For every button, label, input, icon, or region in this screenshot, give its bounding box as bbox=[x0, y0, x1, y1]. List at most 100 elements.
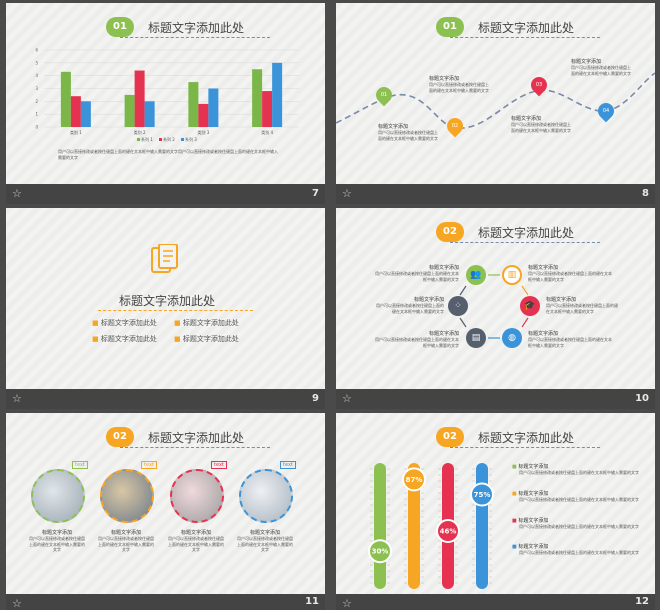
agenda-item[interactable]: ■ 标题文字添加此处 bbox=[174, 334, 239, 344]
timeline-pin-04[interactable]: 04 bbox=[594, 99, 618, 123]
agenda-item[interactable]: ■ 标题文字添加此处 bbox=[92, 334, 157, 344]
slide-8[interactable]: 01 标题文字添加此处 01 02 03 04 标题文字添加 用户可以直接修改或… bbox=[336, 3, 655, 184]
photo-card-3[interactable] bbox=[170, 469, 224, 523]
photo-text-3: 标题文字添加 用户可以直接修改或者按住键盘上面的键在文本框中输入需要的文字 bbox=[167, 529, 225, 553]
cycle-node-graduation[interactable]: 🎓 bbox=[520, 296, 540, 316]
book-icon: ▤ bbox=[471, 333, 481, 343]
item-title: 标题文字添加 bbox=[518, 491, 549, 497]
section-title: 标题文字添加此处 bbox=[119, 294, 216, 308]
slide-10[interactable]: 02 标题文字添加此处 👥 ▥ 🎓 ◍ ▤ ⁘ 标题文字添加 用户可以直接修改或… bbox=[336, 208, 655, 389]
item-body: 用户可以直接修改或者按住键盘上面的键在文本框中输入需要的文字 bbox=[237, 536, 293, 552]
progress-label: 75% bbox=[474, 491, 491, 499]
timeline-text-2: 标题文字添加 用户可以直接修改或者按住键盘上面的键在文本框中输入需要的文字 bbox=[378, 123, 438, 141]
slide-11[interactable]: 02 标题文字添加此处 text text text text 标题文字添加 用… bbox=[6, 413, 325, 594]
chart-caption: 用户可以直接修改或者按住键盘上面的键在文本框中输入需要的文字用户可以直接修改或者… bbox=[58, 149, 278, 160]
globe-icon: ◍ bbox=[508, 333, 516, 343]
item-body: 用户可以直接修改或者按住键盘上面的键在文本框中输入需要的文字 bbox=[168, 536, 224, 552]
x-tick-label: 类别 4 bbox=[261, 129, 273, 135]
star-icon[interactable]: ☆ bbox=[12, 597, 22, 610]
photo-card-1[interactable] bbox=[31, 469, 85, 523]
bar bbox=[80, 101, 91, 127]
slide-footer: ☆ 7 bbox=[6, 184, 325, 204]
legend-swatch: ■ bbox=[512, 544, 517, 550]
progress-track bbox=[374, 463, 386, 589]
progress-bars: 30% 87% 46% 75% bbox=[368, 463, 494, 589]
slide-12[interactable]: 02 标题文字添加此处 30% 87% 46% 75% ■ 标题文字添加 用户可以直接… bbox=[336, 413, 655, 594]
slide-number: 9 bbox=[312, 393, 319, 404]
document-icon bbox=[151, 244, 178, 273]
progress-track bbox=[476, 463, 488, 589]
legend-swatch bbox=[159, 138, 162, 141]
photo-card-2[interactable] bbox=[100, 469, 154, 523]
star-icon[interactable]: ☆ bbox=[342, 392, 352, 405]
cycle-text-right-1: 标题文字添加 用户可以直接修改或者按住键盘上面的键在文本框中输入需要的文字 bbox=[528, 264, 613, 282]
legend-item-4: ■ 标题文字添加 用户可以直接修改或者按住键盘上面的键在文本框中输入需要的文字 bbox=[512, 543, 647, 556]
cycle-text-right-3: 标题文字添加 用户可以直接修改或者按住键盘上面的键在文本框中输入需要的文字 bbox=[528, 330, 613, 348]
users-icon: 👥 bbox=[470, 270, 482, 280]
legend-swatch: ■ bbox=[512, 464, 517, 470]
item-title: 标题文字添加 bbox=[428, 265, 459, 271]
legend-item-1: ■ 标题文字添加 用户可以直接修改或者按住键盘上面的键在文本框中输入需要的文字 bbox=[512, 463, 647, 476]
star-icon[interactable]: ☆ bbox=[342, 597, 352, 610]
slide-9[interactable]: 标题文字添加此处 ■ 标题文字添加此处 ■ 标题文字添加此处 ■ 标题文字添加此… bbox=[6, 208, 325, 389]
item-title: 标题文字添加 bbox=[413, 297, 444, 303]
item-body: 用户可以直接修改或者按住键盘上面的键在文本框中输入需要的文字 bbox=[571, 65, 631, 76]
slide-number: 8 bbox=[642, 188, 649, 199]
title-underline bbox=[450, 37, 600, 38]
title-underline bbox=[120, 447, 270, 448]
item-body: 用户可以直接修改或者按住键盘上面的键在文本框中输入需要的文字 bbox=[429, 82, 489, 93]
progress-knob[interactable] bbox=[368, 539, 392, 564]
agenda-label: 标题文字添加此处 bbox=[100, 335, 157, 343]
progress-knob[interactable] bbox=[470, 482, 494, 507]
y-tick-label: 3 bbox=[35, 86, 38, 91]
section-badge: 01 bbox=[436, 17, 464, 37]
bar bbox=[70, 96, 81, 127]
photo-card-4[interactable] bbox=[239, 469, 293, 523]
star-icon[interactable]: ☆ bbox=[12, 187, 22, 200]
cycle-text-left-3: 标题文字添加 用户可以直接修改或者按住键盘上面的键在文本框中输入需要的文字 bbox=[374, 330, 459, 348]
cycle-text-left-2: 标题文字添加 用户可以直接修改或者按住键盘上面的键在文本框中输入需要的文字 bbox=[374, 296, 444, 314]
progress-knob[interactable] bbox=[436, 519, 460, 544]
y-tick-label: 6 bbox=[35, 48, 38, 53]
legend-swatch bbox=[181, 138, 184, 141]
cycle-node-chart[interactable]: ▥ bbox=[502, 265, 522, 285]
bullet-icon: ■ bbox=[174, 335, 181, 343]
agenda-item[interactable]: ■ 标题文字添加此处 bbox=[174, 318, 239, 328]
timeline-pin-03[interactable]: 03 bbox=[527, 73, 551, 97]
section-badge: 02 bbox=[436, 427, 464, 447]
cycle-text-left-1: 标题文字添加 用户可以直接修改或者按住键盘上面的键在文本框中输入需要的文字 bbox=[374, 264, 459, 282]
slide-footer: ☆ 8 bbox=[336, 184, 655, 204]
cycle-node-globe[interactable]: ◍ bbox=[502, 328, 522, 348]
item-title: 标题文字添加 bbox=[518, 518, 549, 524]
title-underline bbox=[98, 310, 253, 311]
slide-title: 标题文字添加此处 bbox=[148, 21, 245, 35]
cycle-node-footprints[interactable]: ⁘ bbox=[448, 296, 468, 316]
progress-knob[interactable] bbox=[402, 467, 426, 492]
timeline-text-1: 标题文字添加 用户可以直接修改或者按住键盘上面的键在文本框中输入需要的文字 bbox=[429, 75, 489, 93]
x-tick-label: 类别 3 bbox=[197, 129, 209, 135]
agenda-label: 标题文字添加此处 bbox=[182, 319, 239, 327]
timeline-pin-02[interactable]: 02 bbox=[443, 114, 467, 138]
pin-label: 04 bbox=[602, 108, 610, 114]
item-title: 标题文字添加 bbox=[378, 124, 409, 130]
agenda-label: 标题文字添加此处 bbox=[100, 319, 157, 327]
agenda-item[interactable]: ■ 标题文字添加此处 bbox=[92, 318, 157, 328]
item-body: 用户可以直接修改或者按住键盘上面的键在文本框中输入需要的文字 bbox=[519, 524, 639, 529]
item-title: 标题文字添加 bbox=[571, 59, 602, 65]
legend-item-3: ■ 标题文字添加 用户可以直接修改或者按住键盘上面的键在文本框中输入需要的文字 bbox=[512, 517, 647, 530]
slide-title: 标题文字添加此处 bbox=[478, 431, 575, 445]
bar bbox=[60, 71, 71, 127]
cycle-node-book[interactable]: ▤ bbox=[466, 328, 486, 348]
slide-title: 标题文字添加此处 bbox=[148, 431, 245, 445]
star-icon[interactable]: ☆ bbox=[12, 392, 22, 405]
pin-label: 03 bbox=[535, 82, 543, 88]
item-title: 标题文字添加 bbox=[429, 76, 460, 82]
title-underline bbox=[450, 447, 600, 448]
x-tick-label: 类别 1 bbox=[70, 129, 82, 135]
star-icon[interactable]: ☆ bbox=[342, 187, 352, 200]
legend-swatch: ■ bbox=[512, 491, 517, 497]
cycle-node-users[interactable]: 👥 bbox=[466, 265, 486, 285]
timeline-pin-01[interactable]: 01 bbox=[372, 83, 396, 107]
item-title: 标题文字添加 bbox=[249, 530, 280, 536]
